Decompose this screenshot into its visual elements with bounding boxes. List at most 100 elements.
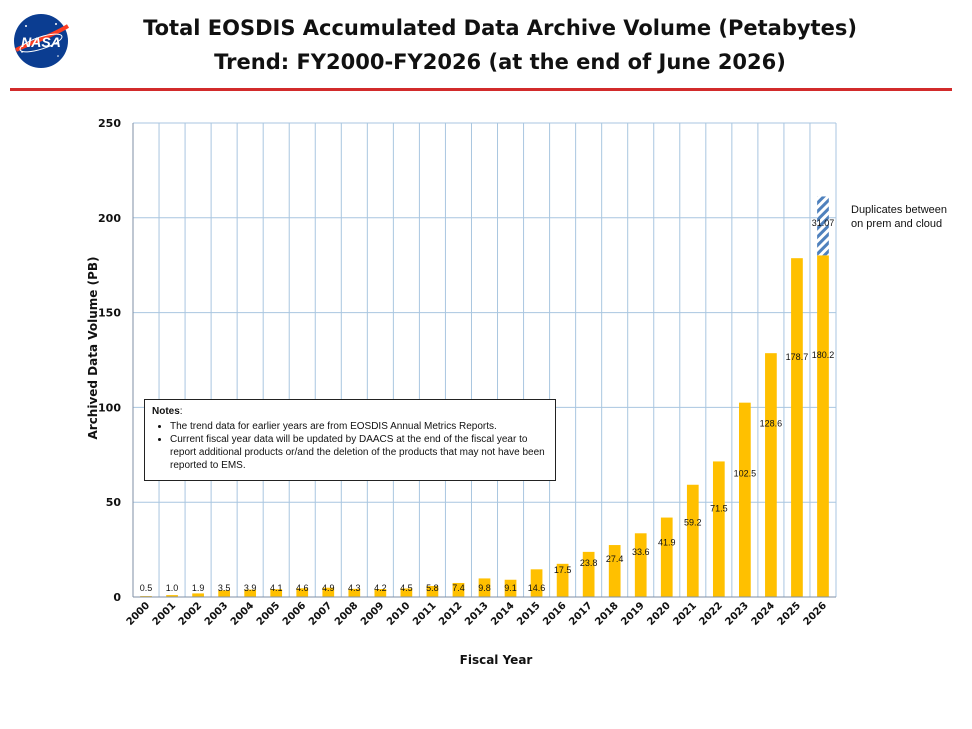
y-tick-label: 50	[106, 496, 122, 509]
notes-heading: Notes:	[152, 406, 183, 417]
data-label: 1.9	[192, 583, 205, 593]
x-tick-label: 2020	[645, 600, 672, 627]
x-tick-label: 2026	[802, 600, 829, 627]
x-tick-label: 2015	[515, 600, 542, 627]
data-label: 17.5	[554, 565, 572, 575]
x-tick-label: 2000	[125, 600, 152, 627]
x-tick-label: 2006	[281, 600, 308, 627]
bar	[192, 593, 204, 597]
data-label: 178.7	[786, 352, 809, 362]
data-label: 4.2	[374, 583, 387, 593]
x-tick-label: 2009	[359, 600, 386, 627]
bar	[504, 579, 517, 597]
bar	[530, 569, 543, 597]
data-label: 14.6	[528, 583, 546, 593]
x-tick-label: 2004	[229, 600, 256, 627]
data-label: 23.8	[580, 558, 598, 568]
data-label: 5.8	[426, 583, 439, 593]
gridlines	[132, 122, 837, 598]
x-tick-label: 2001	[151, 600, 178, 627]
y-tick-label: 100	[98, 401, 121, 414]
bar	[712, 461, 725, 597]
bar	[348, 588, 361, 597]
data-label: 9.8	[478, 583, 491, 593]
chart-title-line1: Total EOSDIS Accumulated Data Archive Vo…	[143, 16, 857, 40]
bar-duplicates-segment	[817, 196, 829, 256]
bar	[478, 578, 491, 597]
y-tick-label: 0	[113, 591, 121, 604]
notes-item: Current fiscal year data will be updated…	[170, 433, 548, 472]
nasa-logo-text: NASA	[21, 34, 61, 50]
bar	[426, 586, 439, 597]
bar	[400, 588, 413, 597]
x-tick-label: 2021	[671, 600, 698, 627]
axes: 0501001502002502000200120022003200420052…	[98, 117, 836, 628]
bar	[608, 545, 621, 597]
data-label: 41.9	[658, 537, 676, 547]
bar	[791, 258, 803, 597]
y-tick-label: 200	[98, 212, 121, 225]
x-tick-label: 2017	[567, 600, 594, 627]
x-tick-label: 2024	[750, 600, 777, 627]
bar	[556, 563, 569, 597]
x-axis-label: Fiscal Year	[460, 653, 533, 667]
duplicates-data-label: 31.07	[812, 218, 835, 228]
x-tick-label: 2023	[724, 600, 751, 627]
data-label: 128.6	[760, 418, 783, 428]
bar	[582, 551, 595, 597]
data-label: 4.5	[400, 583, 413, 593]
data-label: 33.6	[632, 547, 650, 557]
data-label: 102.5	[734, 468, 757, 478]
x-tick-label: 2013	[463, 600, 490, 627]
x-tick-label: 2002	[177, 600, 204, 627]
data-label: 4.3	[348, 583, 361, 593]
bar	[765, 353, 777, 597]
bar	[452, 582, 465, 597]
x-tick-label: 2016	[541, 600, 568, 627]
bar	[270, 589, 283, 597]
x-tick-label: 2008	[333, 600, 360, 627]
y-tick-label: 250	[98, 117, 121, 130]
x-tick-label: 2022	[697, 600, 724, 627]
data-label: 9.1	[504, 583, 517, 593]
notes-item: The trend data for earlier years are fro…	[170, 420, 548, 433]
chart-title-line2: Trend: FY2000-FY2026 (at the end of June…	[214, 50, 786, 74]
data-label: 27.4	[606, 554, 624, 564]
x-tick-label: 2012	[437, 600, 464, 627]
bar	[322, 587, 335, 597]
x-tick-label: 2011	[411, 600, 438, 627]
bar	[634, 533, 647, 597]
bar	[296, 588, 309, 597]
duplicates-annotation: Duplicates between on prem and cloud	[851, 204, 948, 230]
x-tick-label: 2007	[307, 600, 334, 627]
notes-box: Notes: The trend data for earlier years …	[144, 399, 556, 481]
notes-list: The trend data for earlier years are fro…	[152, 420, 548, 472]
bar	[218, 590, 230, 597]
nasa-logo: NASA	[14, 14, 70, 68]
x-tick-label: 2014	[489, 600, 516, 627]
bars	[140, 196, 829, 597]
data-label: 59.2	[684, 518, 702, 528]
x-tick-label: 2025	[776, 600, 803, 627]
data-label: 71.5	[710, 504, 728, 514]
bar	[244, 589, 257, 597]
bar	[166, 595, 178, 597]
x-tick-label: 2003	[203, 600, 230, 627]
value-labels: 0.5 1.0 1.9 3.5 3.9 4.1 4.6 4.9 4.3 4.2 4.5 5.8 7.4 9…	[140, 218, 834, 593]
data-label: 7.4	[452, 583, 465, 593]
data-label: 4.9	[322, 583, 335, 593]
data-label: 3.5	[218, 583, 231, 593]
bar	[374, 589, 387, 597]
x-tick-label: 2019	[619, 600, 646, 627]
data-label: 0.5	[140, 583, 153, 593]
y-tick-label: 150	[98, 307, 121, 320]
data-label: 4.6	[296, 583, 309, 593]
bar	[660, 517, 673, 597]
data-label: 1.0	[166, 583, 179, 593]
header-divider	[10, 88, 952, 91]
data-label: 180.2	[812, 350, 835, 360]
bar	[686, 484, 699, 597]
x-tick-label: 2005	[255, 600, 282, 627]
x-tick-label: 2018	[593, 600, 620, 627]
